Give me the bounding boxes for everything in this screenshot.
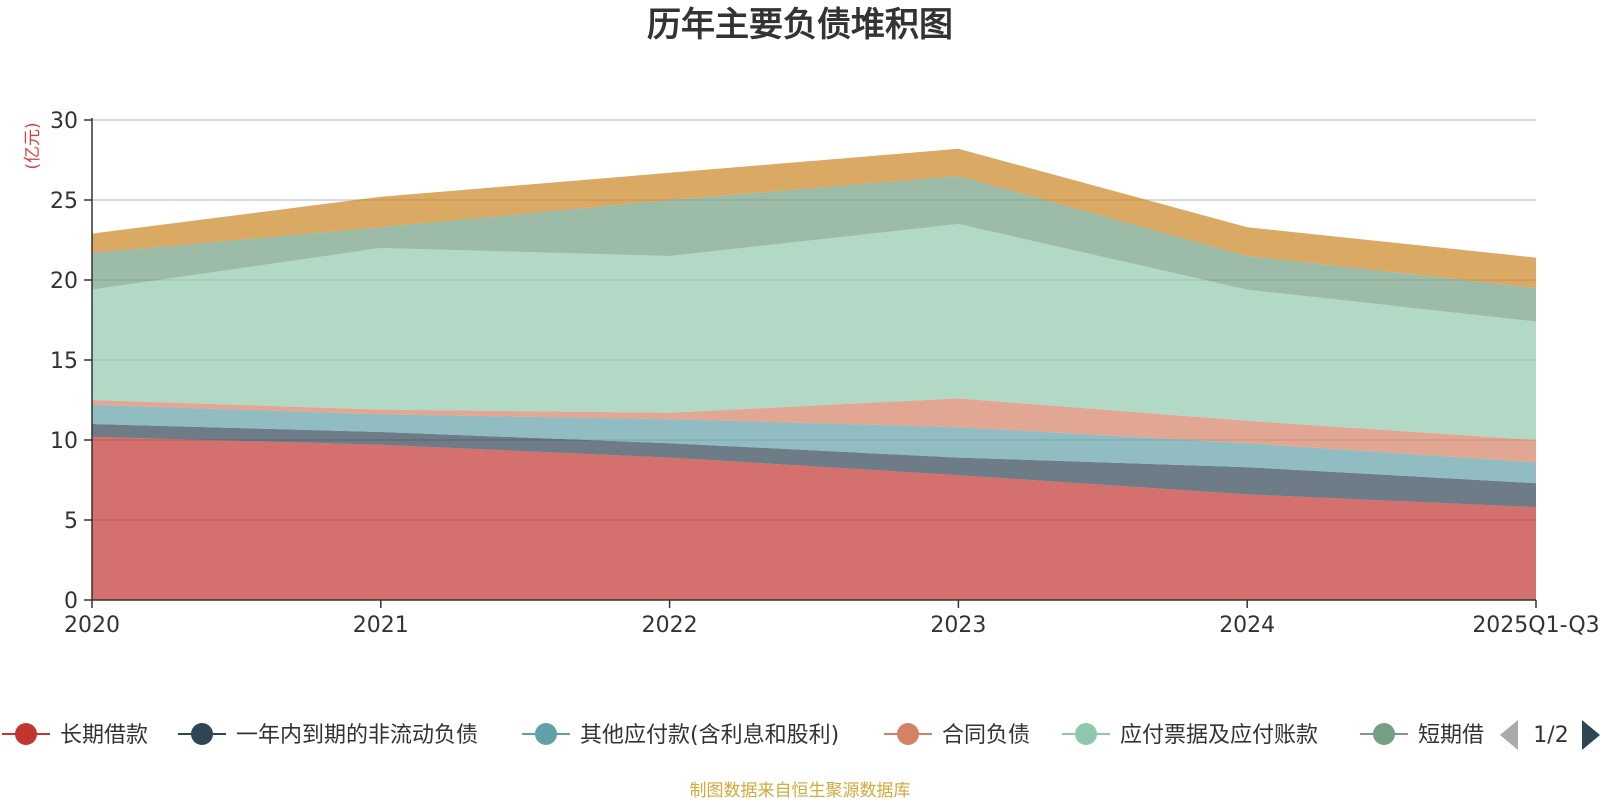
y-tick-label: 20 (50, 269, 78, 294)
legend-prev-icon[interactable] (1500, 720, 1518, 750)
x-tick-label: 2020 (64, 613, 120, 638)
legend-next-icon[interactable] (1582, 720, 1600, 750)
legend: 长期借款 一年内到期的非流动负债 其他应付款(含利息和股利) 合同负债 应付票据及应付账… (2, 723, 1484, 748)
data-source-note: 制图数据来自恒生聚源数据库 (690, 781, 911, 800)
legend-label: 短期借 (1418, 723, 1484, 748)
x-tick-label: 2021 (353, 613, 409, 638)
legend-label: 长期借款 (60, 723, 148, 748)
plot-area (92, 148, 1536, 600)
legend-label: 一年内到期的非流动负债 (236, 723, 478, 748)
y-axis-unit: (亿元) (23, 122, 43, 169)
legend-marker-icon (535, 723, 557, 745)
legend-marker-icon (1075, 723, 1097, 745)
legend-item[interactable]: 合同负债 (884, 723, 1030, 748)
x-tick-label: 2023 (930, 613, 986, 638)
area-series-短期借款 (92, 176, 1536, 322)
chart-title: 历年主要负债堆积图 (647, 5, 953, 45)
area-series-其他 (92, 148, 1536, 288)
legend-marker-icon (15, 723, 37, 745)
area-series-一年内到期的非流动负债 (92, 424, 1536, 508)
legend-label: 应付票据及应付账款 (1120, 723, 1318, 748)
legend-item[interactable]: 一年内到期的非流动负债 (178, 723, 478, 748)
x-tick-label: 2025Q1-Q3 (1472, 613, 1599, 638)
y-tick-label: 0 (64, 589, 78, 614)
legend-label: 其他应付款(含利息和股利) (580, 723, 839, 748)
legend-marker-icon (1373, 723, 1395, 745)
x-tick-label: 2022 (642, 613, 698, 638)
y-tick-label: 15 (50, 349, 78, 374)
y-tick-label: 5 (64, 509, 78, 534)
legend-item[interactable]: 短期借 (1360, 723, 1484, 748)
legend-label: 合同负债 (942, 723, 1030, 748)
legend-item[interactable]: 应付票据及应付账款 (1062, 723, 1318, 748)
y-tick-label: 30 (50, 109, 78, 134)
area-series-应付票据及应付账款 (92, 224, 1536, 440)
area-series-合同负债 (92, 398, 1536, 463)
legend-marker-icon (191, 723, 213, 745)
y-tick-label: 10 (50, 429, 78, 454)
legend-pager: 1/2 (1500, 720, 1600, 750)
x-tick-label: 2024 (1219, 613, 1275, 638)
area-series-长期借款 (92, 436, 1536, 600)
area-series-其他应付款(含利息和股利) (92, 404, 1536, 484)
legend-page-indicator: 1/2 (1533, 723, 1568, 748)
y-tick-label: 25 (50, 189, 78, 214)
legend-marker-icon (897, 723, 919, 745)
legend-item[interactable]: 其他应付款(含利息和股利) (522, 723, 839, 748)
axes: 0 5 10 15 20 25 30 2020 2021 2022 2023 2024 2025Q1-Q… (50, 109, 1600, 638)
legend-item[interactable]: 长期借款 (2, 723, 148, 748)
